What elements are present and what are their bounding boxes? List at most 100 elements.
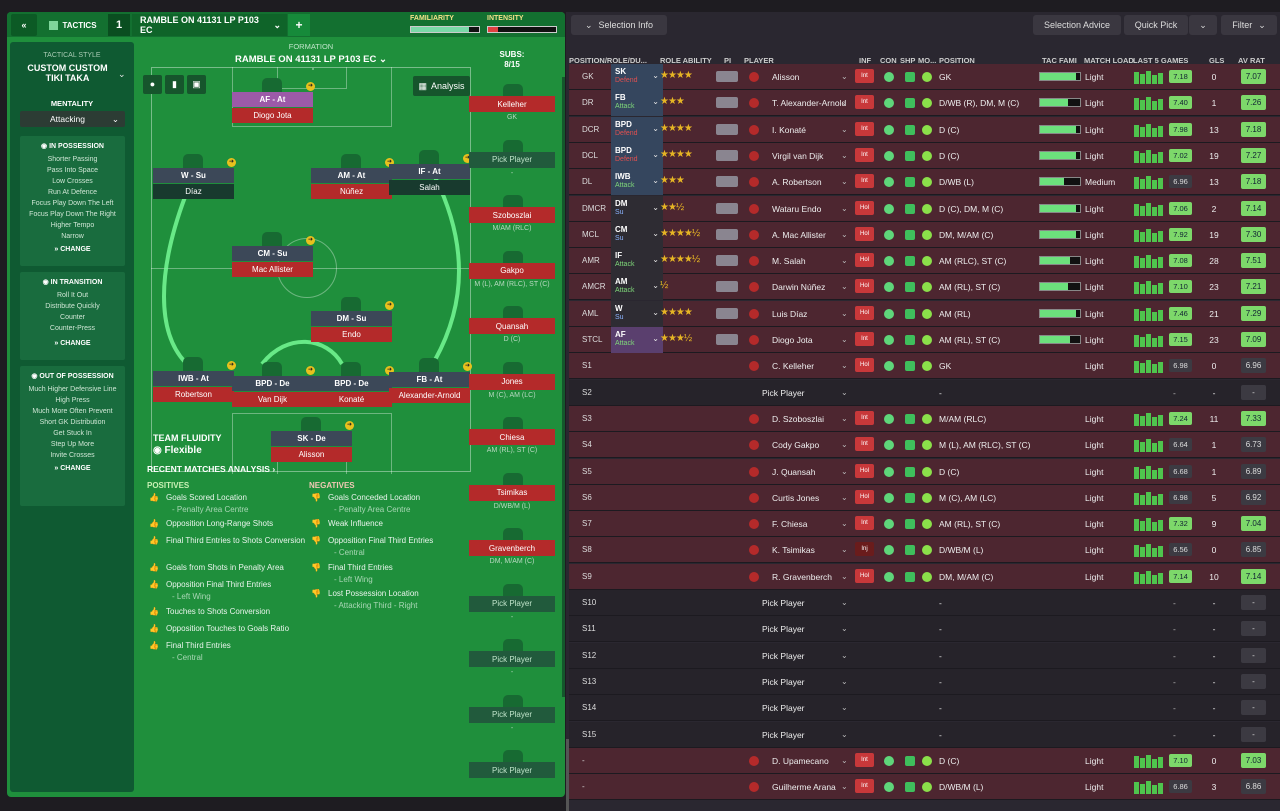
table-row[interactable]: S12 Pick Player ⌄ - - - - <box>569 642 1280 669</box>
table-row[interactable]: S2 Pick Player ⌄ - - - - <box>569 379 1280 406</box>
sub-player-select[interactable]: Pick Player <box>469 651 555 667</box>
role-duty-select[interactable]: BPD Defend ⌄ <box>611 142 663 169</box>
role-duty-select[interactable]: FB Attack ⌄ <box>611 90 663 117</box>
role-duty-select[interactable]: IWB Attack ⌄ <box>611 169 663 196</box>
column-header[interactable]: POSITION/ROLE/DU... <box>569 56 647 65</box>
chevron-down-icon[interactable]: ⌄ <box>841 571 848 581</box>
table-row[interactable]: S8 K. Tsimikas ⌄ Inj D/WB/M (L) Light 6.56 0 6.8… <box>569 537 1280 564</box>
role-duty-select[interactable]: SK Defend ⌄ <box>611 64 663 90</box>
out-of-possession-change-button[interactable]: » CHANGE <box>20 465 125 472</box>
player-name[interactable]: Alisson <box>772 72 800 82</box>
table-row[interactable]: STCL AF Attack ⌄ ★★★½ Diogo Jota ⌄ Int AM (RL), … <box>569 327 1280 353</box>
pitch-player[interactable]: BPD - De Konaté ➜ <box>311 362 394 407</box>
player-name[interactable]: Pick Player <box>762 624 805 635</box>
in-transition-change-button[interactable]: » CHANGE <box>20 340 125 347</box>
column-header[interactable]: PLAYER <box>744 56 774 65</box>
chevron-down-icon[interactable]: ⌄ <box>841 598 848 607</box>
analysis-item[interactable]: Goals Conceded Location <box>328 493 421 502</box>
player-name[interactable]: Pick Player <box>762 387 805 398</box>
player-role[interactable]: CM - Su <box>232 246 313 261</box>
player-name[interactable]: Pick Player <box>762 676 805 687</box>
player-name[interactable]: Wataru Endo <box>772 203 822 214</box>
chevron-down-icon[interactable]: ⌄ <box>841 361 848 371</box>
mentality-select[interactable]: Attacking ⌄ <box>20 111 125 127</box>
role-duty-select[interactable]: AM Attack ⌄ <box>611 274 663 301</box>
chevron-down-icon[interactable]: ⌄ <box>841 413 848 423</box>
table-row[interactable]: S10 Pick Player ⌄ - - - - <box>569 590 1280 616</box>
column-header[interactable]: TAC FAMI <box>1042 56 1077 65</box>
analysis-item[interactable]: Lost Possession Location <box>328 589 419 598</box>
player-instructions-icon[interactable] <box>716 123 738 135</box>
player-name[interactable]: D. Szoboszlai <box>772 413 824 424</box>
pitch-player[interactable]: IF - At Salah ➜ <box>389 150 472 195</box>
player-instructions-icon[interactable] <box>716 228 738 240</box>
column-header[interactable]: MO... <box>918 56 937 65</box>
player-name[interactable]: Van Dijk <box>232 392 313 407</box>
sub-player-select[interactable]: Kelleher <box>469 96 555 112</box>
player-name[interactable]: Luis Díaz <box>772 308 808 319</box>
chevron-down-icon[interactable]: ⌄ <box>841 124 848 134</box>
analysis-item[interactable]: Touches to Shots Conversion <box>166 607 271 616</box>
role-duty-select[interactable]: W Su ⌄ <box>611 300 663 327</box>
sub-player-select[interactable]: Gravenberch <box>469 540 555 556</box>
role-duty-select[interactable]: IF Attack ⌄ <box>611 248 663 275</box>
pitch-player[interactable]: W - Su Díaz ➜ <box>153 154 236 199</box>
analysis-item[interactable]: Opposition Touches to Goals Ratio <box>166 624 290 633</box>
chevron-down-icon[interactable]: ⌄ <box>841 782 848 792</box>
chevron-down-icon[interactable]: ⌄ <box>841 466 848 476</box>
table-row[interactable]: S3 D. Szoboszlai ⌄ Int M/AM (RLC) Light 7.24 11… <box>569 405 1280 432</box>
chevron-down-icon[interactable]: ⌄ <box>841 72 848 81</box>
add-tactic-button[interactable]: + <box>288 14 310 36</box>
player-role[interactable]: BPD - De <box>311 376 392 391</box>
pitch-player[interactable]: AM - At Núñez ➜ <box>311 154 394 199</box>
chevron-down-icon[interactable]: ⌄ <box>841 256 848 266</box>
player-name[interactable]: Curtis Jones <box>772 492 820 503</box>
sub-player-select[interactable]: Quansah <box>469 318 555 334</box>
table-row[interactable]: S13 Pick Player ⌄ - - - - <box>569 668 1280 695</box>
chevron-down-icon[interactable]: ⌄ <box>841 150 848 160</box>
player-role[interactable]: BPD - De <box>232 376 313 391</box>
tactics-tab[interactable]: TACTICS <box>43 14 103 36</box>
player-name[interactable]: Alisson <box>271 447 352 462</box>
sub-player-select[interactable]: Pick Player <box>469 151 555 168</box>
sub-player-select[interactable]: Pick Player <box>469 762 555 778</box>
player-name[interactable]: A. Robertson <box>772 177 822 188</box>
table-row[interactable]: AMR IF Attack ⌄ ★★★★½ M. Salah ⌄ Hol AM (RLC), S… <box>569 248 1280 275</box>
chevron-down-icon[interactable]: ⌄ <box>841 335 848 344</box>
selection-advice-button[interactable]: Selection Advice <box>1033 15 1121 35</box>
player-name[interactable]: Guilherme Arana <box>772 782 836 793</box>
sub-player-select[interactable]: Jones <box>469 373 555 390</box>
sub-player-select[interactable]: Gakpo <box>469 262 555 279</box>
bar-chart-icon[interactable]: ▮ <box>165 75 184 94</box>
player-instructions-icon[interactable] <box>716 202 738 214</box>
role-duty-select[interactable]: DM Su ⌄ <box>611 195 663 222</box>
chevron-down-icon[interactable]: ⌄ <box>118 69 126 79</box>
sub-player-select[interactable]: Pick Player <box>469 706 555 723</box>
in-possession-change-button[interactable]: » CHANGE <box>20 246 125 253</box>
column-header[interactable]: LAST 5 GAMES <box>1133 56 1189 65</box>
player-name[interactable]: Virgil van Dijk <box>772 150 824 161</box>
clipboard-icon[interactable]: ▣ <box>187 75 206 94</box>
player-role[interactable]: AF - At <box>232 92 313 107</box>
player-name[interactable]: Pick Player <box>762 650 805 661</box>
selection-info-select[interactable]: ⌄ Selection Info <box>571 15 667 35</box>
role-duty-select[interactable]: BPD Defend ⌄ <box>611 116 663 143</box>
analysis-item[interactable]: Opposition Long-Range Shots <box>166 519 274 528</box>
role-duty-select[interactable]: CM Su ⌄ <box>611 221 663 248</box>
intensity-bar[interactable] <box>487 26 557 33</box>
analysis-button[interactable]: ▦ Analysis <box>413 76 470 96</box>
table-row[interactable]: S14 Pick Player ⌄ - - - - <box>569 695 1280 722</box>
column-header[interactable]: GLS <box>1209 56 1225 65</box>
analysis-item[interactable]: Goals Scored Location <box>166 493 247 502</box>
table-row[interactable]: DR FB Attack ⌄ ★★★ T. Alexander-Arnold ⌄ Int D/W… <box>569 90 1280 117</box>
chevron-down-icon[interactable]: ⌄ <box>841 703 848 713</box>
table-row[interactable]: DMCR DM Su ⌄ ★★½ Wataru Endo ⌄ Hol D (C), DM, M … <box>569 195 1280 222</box>
player-name[interactable]: Salah <box>389 180 470 195</box>
player-name[interactable]: Konaté <box>311 392 392 407</box>
column-header[interactable]: ROLE ABILITY <box>660 56 712 65</box>
player-name[interactable]: Pick Player <box>762 598 805 608</box>
player-name[interactable]: T. Alexander-Arnold <box>772 98 847 109</box>
table-row[interactable]: - D. Upamecano ⌄ Int D (C) Light 7.10 0 7.03 <box>569 747 1280 774</box>
recent-matches-analysis-link[interactable]: RECENT MATCHES ANALYSIS › <box>147 464 276 474</box>
table-row[interactable]: S4 Cody Gakpo ⌄ Int M (L), AM (RLC), ST (C) L… <box>569 432 1280 459</box>
